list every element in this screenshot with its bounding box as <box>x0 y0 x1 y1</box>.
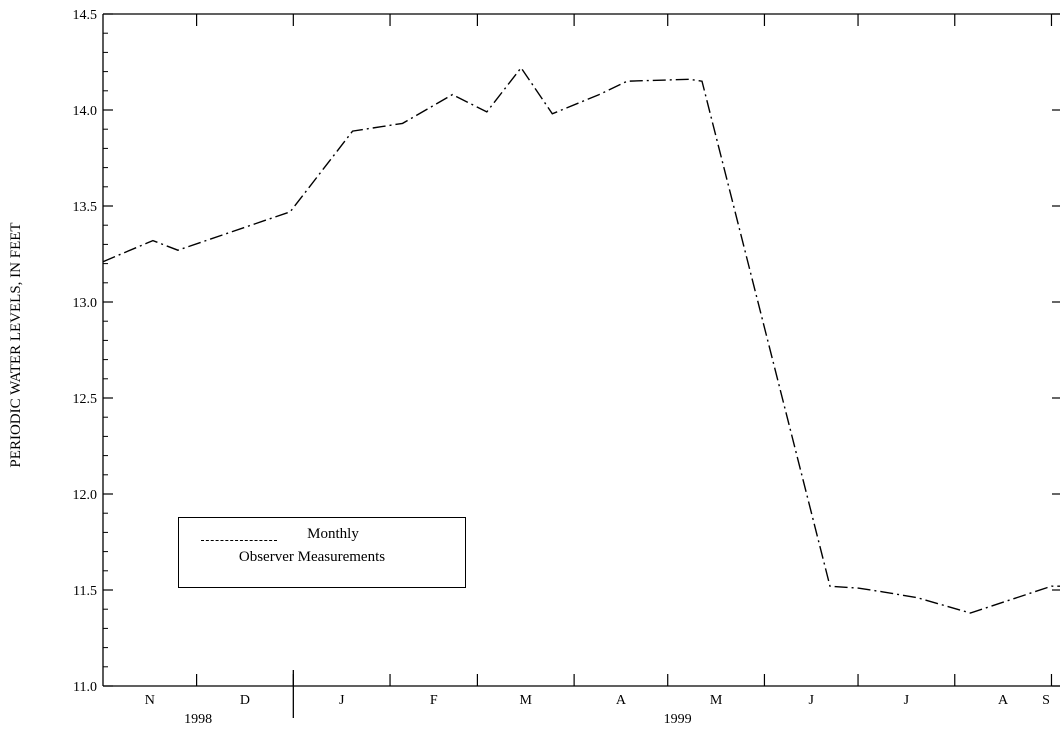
x-month-label: J <box>339 693 345 708</box>
x-month-label: S <box>1042 693 1050 708</box>
legend-label-line2: Observer Measurements <box>238 549 386 565</box>
x-month-label: M <box>520 693 533 708</box>
x-month-label: F <box>430 693 438 708</box>
legend-label-line1: Monthly <box>307 526 359 542</box>
y-tick-label: 11.5 <box>73 584 97 599</box>
x-month-label: J <box>809 693 815 708</box>
series-layer <box>103 66 1060 614</box>
y-tick-label: 13.0 <box>73 296 98 311</box>
x-month-label: D <box>240 693 250 708</box>
legend: Monthly Observer Measurements <box>178 517 466 588</box>
series-line <box>103 66 1060 614</box>
x-month-label: A <box>616 693 627 708</box>
y-tick-label: 14.0 <box>73 104 98 119</box>
x-year-label: 1998 <box>184 712 212 727</box>
y-tick-label: 13.5 <box>73 200 98 215</box>
y-tick-label: 11.0 <box>73 680 97 695</box>
y-tick-label: 14.5 <box>73 8 98 23</box>
x-month-label: J <box>904 693 910 708</box>
x-year-label: 1999 <box>664 712 692 727</box>
y-axis-label: PERIODIC WATER LEVELS, IN FEET <box>8 222 24 467</box>
y-tick-label: 12.0 <box>73 488 98 503</box>
x-axis-ticks: N D J F M A M J J A S 1998 1999 <box>145 14 1053 727</box>
legend-line-sample <box>201 540 277 541</box>
y-axis-ticks: 11.0 11.5 12.0 12.5 13.0 13.5 14.0 14.5 <box>73 8 1060 695</box>
y-tick-label: 12.5 <box>73 392 98 407</box>
x-month-label: N <box>145 693 155 708</box>
x-month-label: A <box>998 693 1009 708</box>
plot-frame <box>102 13 1060 687</box>
x-month-label: M <box>710 693 723 708</box>
